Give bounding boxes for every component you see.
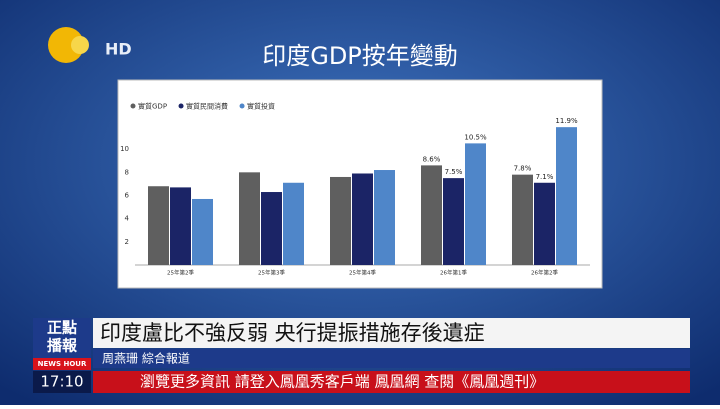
y-tick-label: 2 xyxy=(125,238,129,246)
value-label: 7.8% xyxy=(514,165,532,173)
legend-label: 實質投資 xyxy=(247,102,275,111)
logo-text: HD xyxy=(105,40,132,59)
headline-bar xyxy=(93,318,690,348)
y-tick-label: 8 xyxy=(125,168,129,176)
bar xyxy=(421,165,442,265)
headline: 印度盧比不強反弱 央行提振措施存後遺症 xyxy=(100,321,485,345)
bar xyxy=(512,174,533,265)
reporter-bar xyxy=(93,349,690,368)
bar xyxy=(192,198,213,265)
bar xyxy=(283,182,304,265)
x-tick-label: 25年第4季 xyxy=(349,269,376,277)
legend-label: 實質GDP xyxy=(138,102,167,111)
x-tick-label: 26年第2季 xyxy=(531,269,558,277)
bar xyxy=(374,170,395,265)
bar xyxy=(443,178,464,265)
legend-label: 實質民間消費 xyxy=(186,102,228,111)
ticker-bar xyxy=(93,371,690,393)
bar xyxy=(465,143,486,265)
value-label: 7.5% xyxy=(445,168,463,176)
badge-text: 播報 xyxy=(47,337,78,355)
bar xyxy=(239,172,260,265)
value-label: 10.5% xyxy=(464,133,487,141)
badge-sub: NEWS HOUR xyxy=(38,360,87,368)
bar xyxy=(148,186,169,265)
badge-text: 正點 xyxy=(47,319,77,337)
bar xyxy=(261,192,282,265)
bar xyxy=(534,182,555,265)
value-label: 7.1% xyxy=(536,173,554,181)
x-tick-label: 26年第1季 xyxy=(440,269,467,277)
badge-strip xyxy=(33,358,91,370)
ticker: 瀏覽更多資訊 請登入鳳凰秀客戶端 鳳凰網 查閱《鳳凰週刊》 xyxy=(140,373,544,391)
value-label: 8.6% xyxy=(423,155,441,163)
x-tick-label: 25年第2季 xyxy=(167,269,194,277)
chart-title: 印度GDP按年變動 xyxy=(262,42,458,70)
bar xyxy=(170,187,191,265)
time-box xyxy=(33,371,91,393)
legend-marker xyxy=(178,103,184,109)
value-label: 11.9% xyxy=(555,117,578,125)
bar xyxy=(352,173,373,265)
y-tick-label: 6 xyxy=(125,192,130,200)
bar xyxy=(556,127,577,266)
x-tick-label: 25年第3季 xyxy=(258,269,285,277)
legend-marker xyxy=(130,103,136,109)
y-tick-label: 10 xyxy=(120,145,129,153)
time: 17:10 xyxy=(40,373,83,391)
logo-mark xyxy=(71,36,89,54)
reporter: 周燕珊 綜合報道 xyxy=(102,351,190,366)
y-tick-label: 4 xyxy=(125,215,130,223)
logo-mark xyxy=(48,27,84,63)
legend-marker xyxy=(239,103,245,109)
bar xyxy=(330,176,351,265)
